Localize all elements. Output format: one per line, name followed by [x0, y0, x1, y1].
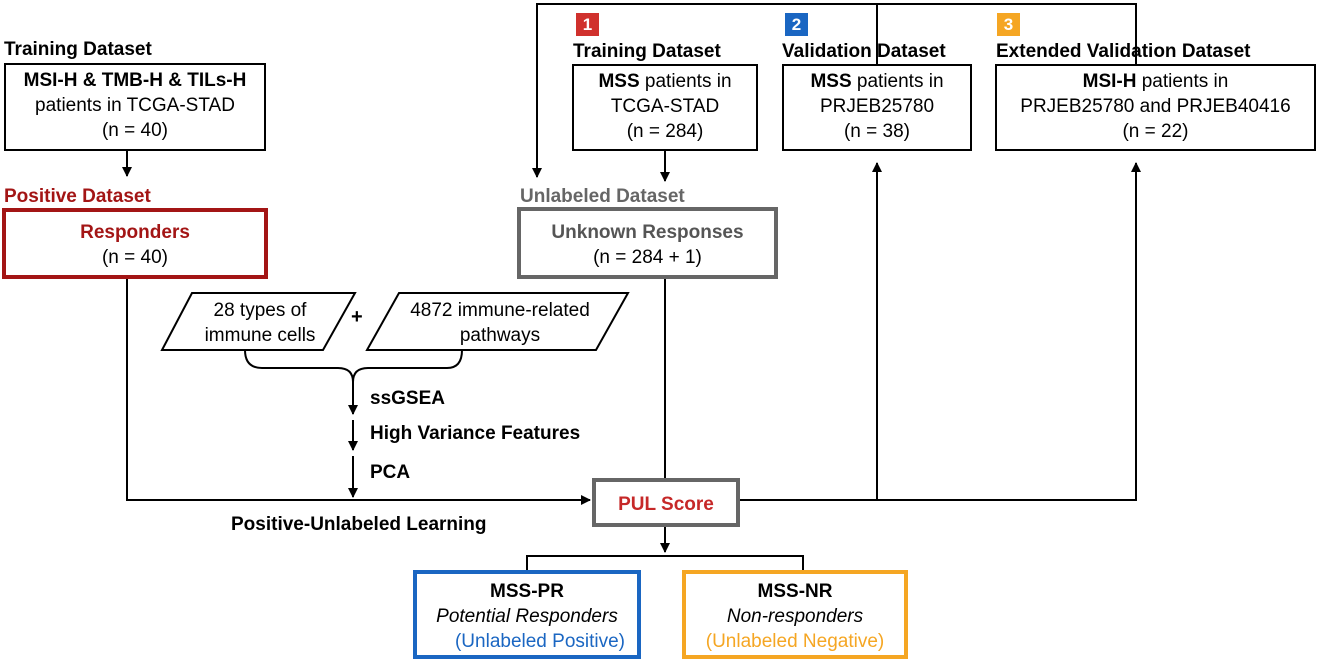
mss-pr-note: (Unlabeled Positive)	[454, 631, 626, 652]
dataset-3-count: (n = 22)	[1122, 121, 1189, 142]
dataset-2-patients: patients in	[851, 71, 944, 92]
dataset-2-source: PRJEB25780	[819, 96, 935, 117]
dataset-2-status: MSS	[810, 71, 852, 92]
unlabeled-title: Unknown Responses	[551, 222, 744, 243]
training-criteria: MSI-H & TMB-H & TILs-H	[23, 70, 247, 91]
features-bracket	[244, 349, 463, 383]
dataset-2-label: Validation Dataset	[782, 41, 946, 62]
mss-pr-subtitle: Potential Responders	[436, 606, 618, 627]
pu-learning-label: Positive-Unlabeled Learning	[231, 514, 487, 535]
plus-sign: +	[351, 306, 363, 328]
training-dataset-label: Training Dataset	[4, 39, 152, 60]
dataset-1-status: MSS	[598, 71, 640, 92]
dataset-3-badge: 3	[997, 13, 1020, 36]
dataset-3-box: MSI-H patients in PRJEB25780 and PRJEB40…	[995, 64, 1316, 151]
dataset-1-count: (n = 284)	[626, 121, 704, 142]
mss-nr-subtitle: Non-responders	[726, 606, 864, 627]
immune-cells-text: 28 types of immune cells	[175, 298, 345, 348]
outcome-split-line	[526, 555, 804, 570]
training-count: (n = 40)	[101, 120, 168, 141]
responders-count: (n = 40)	[101, 247, 168, 268]
pul-score-label: PUL Score	[618, 494, 714, 515]
dataset-3-label: Extended Validation Dataset	[996, 41, 1251, 62]
dataset-3-patients: patients in	[1136, 71, 1229, 92]
dataset-1-patients: patients in	[639, 71, 732, 92]
feature-shapes	[160, 292, 630, 351]
immune-cells-line1: 28 types of	[213, 300, 307, 321]
immune-cells-parallelogram	[160, 292, 357, 351]
mss-nr-box: MSS-NR Non-responders (Unlabeled Negativ…	[682, 570, 908, 659]
mss-pr-box: MSS-PR Potential Responders (Unlabeled P…	[413, 570, 641, 659]
mss-pr-title: MSS-PR	[490, 581, 564, 602]
dataset-2-badge: 2	[785, 13, 808, 36]
step-ssgsea: ssGSEA	[370, 388, 445, 409]
arrow-pul-to-extended	[740, 162, 1141, 501]
dataset-3-source: PRJEB25780 and PRJEB40416	[1020, 96, 1291, 117]
dataset-3-status: MSI-H	[1082, 71, 1137, 92]
dataset-2-count: (n = 38)	[843, 121, 910, 142]
responders-title: Responders	[80, 222, 190, 243]
pul-score-box: PUL Score	[592, 478, 740, 527]
training-source: patients in TCGA-STAD	[35, 95, 235, 116]
dataset-1-badge: 1	[576, 13, 599, 36]
dataset-1-box: MSS patients in TCGA-STAD (n = 284)	[572, 64, 758, 151]
pathways-parallelogram	[365, 292, 630, 351]
arrow-responders-to-pul	[126, 279, 591, 505]
mss-nr-title: MSS-NR	[757, 581, 833, 602]
responders-box: Responders (n = 40)	[2, 208, 268, 279]
mss-nr-note: (Unlabeled Negative)	[705, 631, 885, 652]
immune-cells-line2: immune cells	[204, 325, 316, 346]
pathways-line2: pathways	[459, 325, 541, 346]
unlabeled-count: (n = 284 + 1)	[593, 247, 702, 268]
step-high-variance: High Variance Features	[370, 423, 581, 444]
step-pca: PCA	[370, 462, 411, 483]
dataset-1-source: TCGA-STAD	[610, 96, 720, 117]
top-bracket-line	[536, 3, 1137, 176]
pathways-line1: 4872 immune-related	[410, 300, 590, 321]
training-box: MSI-H & TMB-H & TILs-H patients in TCGA-…	[4, 63, 266, 151]
pathways-text: 4872 immune-related pathways	[380, 298, 620, 348]
dataset-1-label: Training Dataset	[573, 41, 721, 62]
unlabeled-box: Unknown Responses (n = 284 + 1)	[517, 207, 778, 279]
dataset-2-box: MSS patients in PRJEB25780 (n = 38)	[782, 64, 972, 151]
unlabeled-dataset-label: Unlabeled Dataset	[520, 186, 685, 207]
positive-dataset-label: Positive Dataset	[4, 186, 151, 207]
